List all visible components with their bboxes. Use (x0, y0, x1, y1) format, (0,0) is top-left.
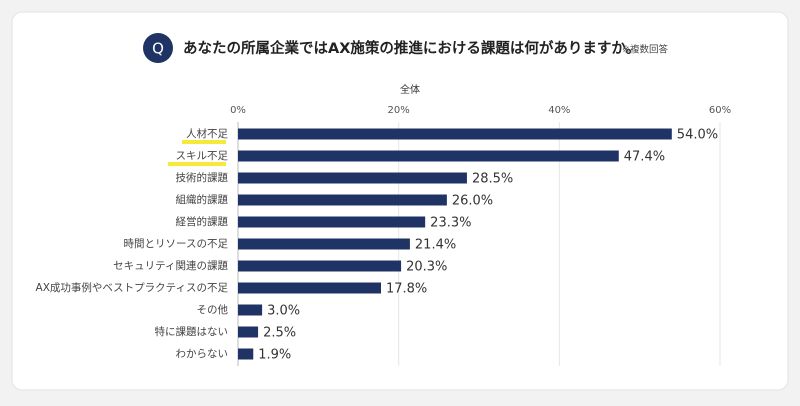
x-tick-label: 0% (230, 105, 246, 116)
y-tick-label: AX成功事例やベストプラクティスの不足 (36, 281, 229, 294)
bar (238, 304, 263, 316)
value-label: 28.5% (472, 172, 513, 187)
value-label: 23.3% (430, 216, 471, 231)
value-label: 20.3% (406, 260, 447, 275)
y-tick-label: セキュリティ関連の課題 (113, 259, 228, 272)
y-tick-label: 特に課題はない (155, 325, 229, 338)
value-label: 2.5% (263, 326, 296, 341)
y-tick-label: わからない (176, 348, 229, 360)
y-tick-label: その他 (197, 303, 229, 316)
y-tick-label: 時間とリソースの不足 (124, 238, 229, 250)
y-tick-label: 人材不足 (186, 127, 228, 140)
chart-title: あなたの所属企業ではAX施策の推進における課題は何がありますか。 (183, 39, 640, 57)
value-label: 3.0% (267, 304, 300, 319)
x-tick-label: 60% (709, 105, 731, 116)
value-label: 21.4% (415, 238, 456, 253)
value-label: 54.0% (677, 128, 718, 143)
bar (238, 348, 254, 360)
value-label: 17.8% (386, 282, 427, 297)
value-label: 1.9% (258, 348, 291, 363)
bar (238, 238, 410, 250)
bar (238, 326, 259, 338)
bar (238, 260, 402, 272)
bar (238, 172, 467, 184)
bar (238, 194, 447, 206)
x-tick-label: 20% (388, 105, 410, 116)
y-tick-label: 経営的課題 (176, 215, 229, 228)
value-label: 47.4% (624, 150, 665, 165)
note: ※複数回答 (622, 44, 668, 56)
bar (238, 216, 426, 228)
bar (238, 282, 381, 294)
bar (238, 128, 672, 140)
x-tick-label: 40% (548, 105, 570, 116)
y-tick-label: 技術的課題 (176, 171, 229, 184)
bar (238, 150, 619, 162)
value-label: 26.0% (452, 194, 493, 209)
q-badge (143, 33, 173, 63)
series-label: 全体 (400, 83, 420, 96)
y-tick-label: スキル不足 (176, 150, 229, 162)
y-tick-label: 組織的課題 (176, 193, 229, 206)
q-letter: Q (152, 40, 164, 58)
